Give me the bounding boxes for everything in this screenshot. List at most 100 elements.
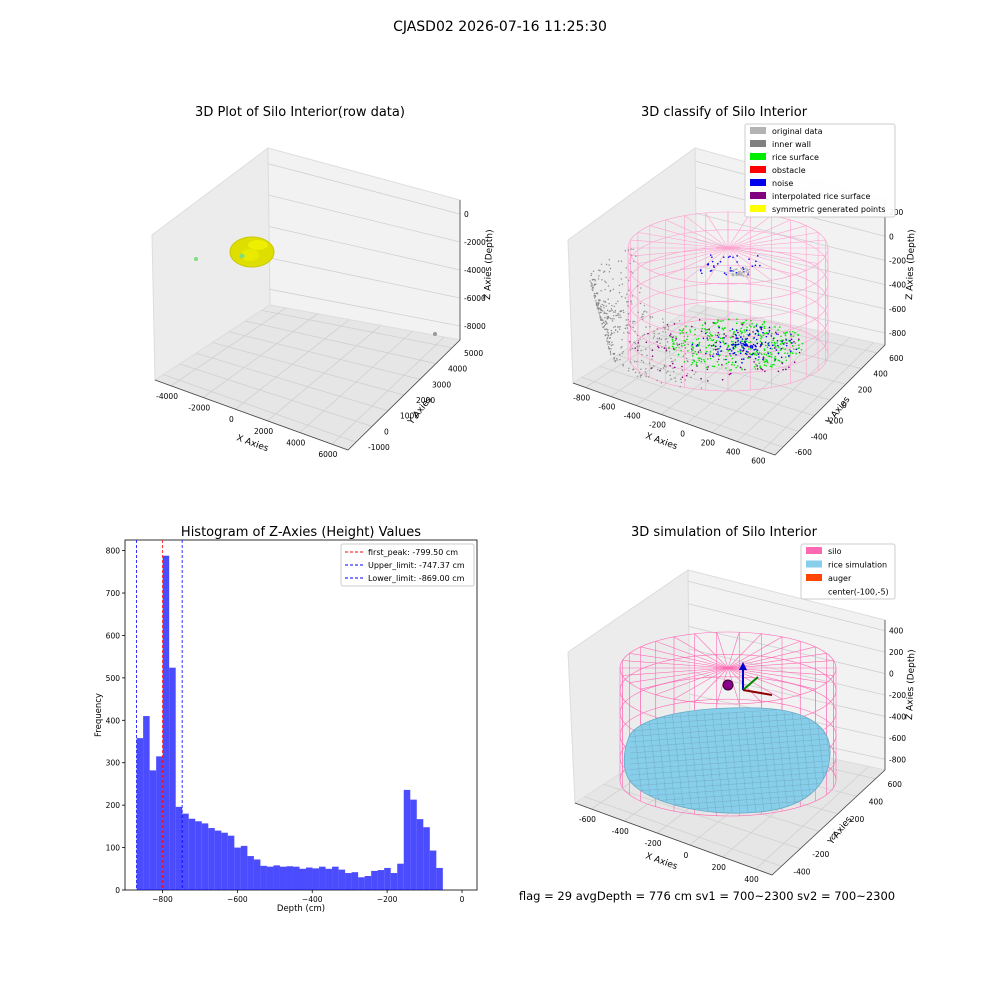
inner-wall-point bbox=[611, 304, 613, 307]
z-tick-label: 0 bbox=[889, 232, 894, 241]
rice-surface-point bbox=[709, 332, 711, 334]
simulation-legend: silo rice simulation auger center(-100,-5) bbox=[800, 543, 896, 600]
noise-point bbox=[753, 349, 756, 351]
rice-surface-point bbox=[735, 366, 737, 369]
x-tick-label: -400 bbox=[624, 412, 641, 421]
noise-point bbox=[795, 348, 798, 351]
rice-surface-point bbox=[682, 328, 685, 330]
rice-surface-point bbox=[709, 337, 711, 340]
noise-point bbox=[768, 326, 771, 329]
inner-wall-point bbox=[626, 324, 629, 326]
rice-surface-point bbox=[771, 348, 773, 350]
inner-wall-point bbox=[600, 316, 602, 319]
interpolated-point bbox=[659, 369, 661, 372]
inner-wall-point bbox=[595, 283, 597, 285]
inner-wall-point bbox=[593, 292, 596, 295]
noise-point bbox=[711, 256, 713, 258]
inner-wall-point bbox=[600, 311, 602, 314]
rice-surface-point bbox=[703, 360, 706, 363]
rice-surface-point bbox=[699, 357, 701, 360]
rice-surface-point bbox=[771, 341, 773, 344]
inner-wall-point bbox=[618, 316, 620, 318]
rice-surface-point bbox=[683, 344, 686, 346]
rice-surface-point bbox=[753, 326, 755, 329]
rice-surface-point bbox=[755, 354, 758, 356]
x-tick-label: 2000 bbox=[254, 427, 273, 436]
inner-wall-point bbox=[603, 311, 606, 313]
inner-wall-point bbox=[591, 278, 594, 281]
inner-wall-point bbox=[638, 345, 640, 347]
rice-surface-point bbox=[784, 352, 786, 355]
rice-surface-point bbox=[740, 331, 742, 333]
rice-surface-point bbox=[789, 331, 791, 333]
simulation-3d-plot: 3D simulation of Silo Interior -600-400-… bbox=[567, 525, 917, 884]
inner-wall-point bbox=[600, 290, 602, 292]
inner-wall-point bbox=[625, 267, 627, 269]
inner-wall-point bbox=[685, 357, 688, 360]
rice-surface-point bbox=[801, 342, 804, 345]
rice-surface-point bbox=[744, 331, 746, 333]
noise-point bbox=[732, 256, 734, 259]
interpolated-point bbox=[723, 333, 725, 335]
noise-point bbox=[757, 353, 760, 356]
inner-wall-point bbox=[667, 328, 669, 330]
interpolated-point bbox=[760, 327, 763, 330]
inner-wall-point bbox=[664, 326, 666, 329]
inner-wall-point bbox=[636, 345, 638, 348]
interpolated-point bbox=[657, 345, 659, 348]
rice-surface-point bbox=[721, 327, 724, 330]
raw-x-axis-line bbox=[154, 379, 349, 451]
noise-point bbox=[781, 340, 783, 343]
grid-line bbox=[212, 342, 405, 396]
rice-surface-point bbox=[731, 361, 734, 364]
rice-surface-point bbox=[800, 348, 803, 351]
rice-surface-point bbox=[771, 366, 773, 368]
rice-surface-point bbox=[750, 348, 752, 350]
noise-point bbox=[709, 270, 712, 272]
histogram-bar bbox=[260, 865, 267, 890]
noise-point bbox=[719, 341, 722, 344]
rice-surface-point bbox=[730, 340, 733, 343]
rice-surface-point bbox=[684, 340, 687, 343]
inner-wall-point bbox=[620, 272, 622, 274]
rice-surface-point bbox=[745, 340, 748, 343]
inner-wall-point bbox=[670, 360, 673, 363]
rice-surface-point bbox=[759, 340, 762, 343]
inner-wall-point bbox=[590, 282, 593, 284]
rice-surface-point bbox=[797, 334, 800, 336]
rice-surface-point bbox=[739, 351, 742, 353]
noise-point bbox=[743, 344, 746, 347]
wire-roof bbox=[640, 646, 729, 669]
rice-surface-point bbox=[774, 355, 777, 358]
inner-wall-point bbox=[621, 338, 623, 341]
rice-surface-point bbox=[741, 368, 743, 371]
mesh-line bbox=[629, 766, 829, 781]
legend-label: inner wall bbox=[772, 140, 811, 149]
interpolated-point bbox=[741, 350, 744, 352]
rice-surface-point bbox=[710, 339, 713, 341]
inner-wall-point bbox=[595, 292, 597, 295]
rice-surface-point bbox=[754, 352, 756, 354]
rice-surface-point bbox=[773, 363, 775, 366]
noise-point bbox=[776, 339, 779, 342]
noise-point bbox=[755, 325, 758, 327]
rice-surface-point bbox=[794, 331, 796, 334]
rice-surface-point bbox=[754, 368, 757, 370]
inner-wall-point bbox=[622, 363, 624, 366]
interpolated-point bbox=[798, 351, 801, 354]
inner-wall-point bbox=[613, 332, 615, 334]
simulation-z-label: Z Axies (Depth) bbox=[905, 649, 917, 720]
interpolated-point bbox=[669, 364, 671, 367]
noise-point bbox=[754, 264, 757, 267]
rice-surface-point bbox=[797, 347, 799, 350]
noise-point bbox=[751, 347, 754, 349]
inner-wall-point bbox=[593, 284, 595, 286]
noise-point bbox=[709, 254, 712, 256]
mesh-line bbox=[679, 711, 693, 813]
inner-wall-point bbox=[607, 328, 609, 331]
legend-swatch bbox=[750, 166, 766, 173]
inner-wall-point bbox=[606, 334, 608, 336]
noise-point bbox=[733, 352, 736, 354]
inner-wall-point bbox=[662, 318, 664, 320]
raw-z-label: Z Axies (Depth) bbox=[483, 229, 495, 300]
